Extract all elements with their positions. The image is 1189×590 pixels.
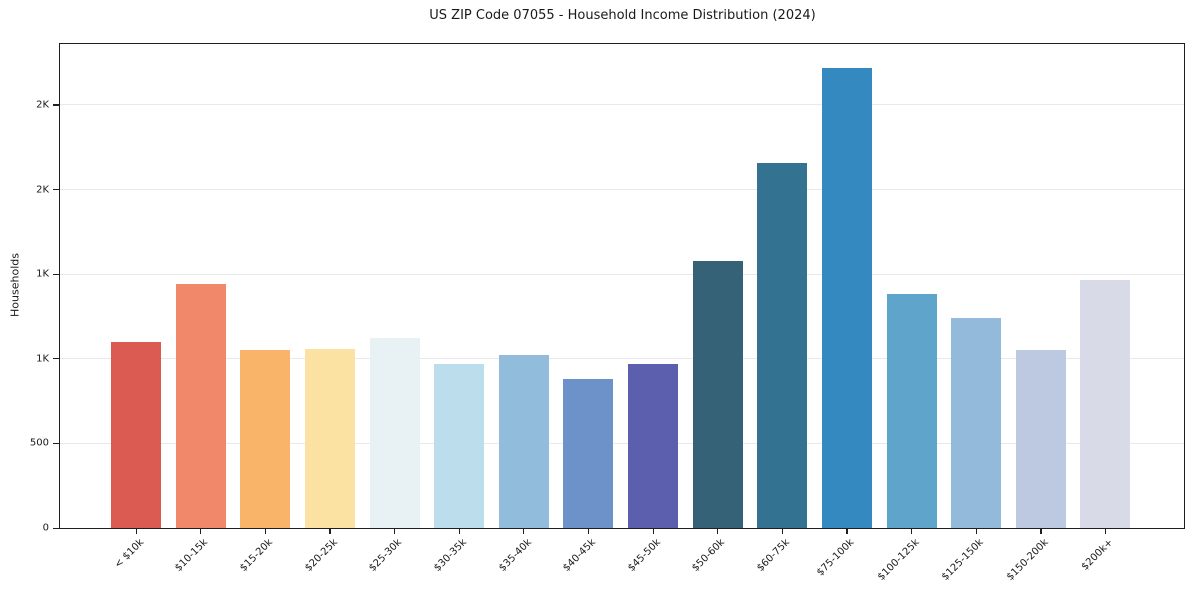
gridline xyxy=(60,358,1184,360)
gridline xyxy=(60,273,1184,275)
bar-9 xyxy=(692,260,743,528)
bar-1 xyxy=(175,284,226,528)
x-tick-mark xyxy=(911,528,913,534)
bar-6 xyxy=(498,354,549,528)
x-tick-label-text: < $10k xyxy=(112,537,146,571)
bar-5 xyxy=(434,363,485,528)
y-tick-label-text: 1K xyxy=(36,268,49,280)
bar-15 xyxy=(1080,280,1131,528)
bar-14 xyxy=(1015,350,1066,528)
y-tick-mark xyxy=(53,273,59,275)
x-tick-label-text: $15-20k xyxy=(238,537,276,574)
x-tick-label-text: $60-75k xyxy=(755,537,793,574)
x-tick-label-text: $30-35k xyxy=(431,537,469,574)
bar-4 xyxy=(369,337,420,528)
x-tick-mark xyxy=(264,528,266,534)
x-tick-mark xyxy=(587,528,590,534)
y-axis-label-text: Households xyxy=(8,253,22,317)
y-tick-label-text: 0 xyxy=(42,522,49,534)
x-tick-label-text: $200k+ xyxy=(1079,537,1116,573)
gridline xyxy=(60,189,1184,191)
y-tick-mark xyxy=(53,442,59,445)
y-tick-mark xyxy=(53,358,59,360)
gridline xyxy=(60,442,1184,444)
x-tick-mark xyxy=(846,528,848,534)
x-tick-mark xyxy=(458,528,460,534)
x-tick-mark xyxy=(329,528,331,534)
y-tick-label-text: 2K xyxy=(36,184,49,196)
x-tick-label-text: $125-150k xyxy=(940,537,986,583)
bar-13 xyxy=(951,318,1002,528)
y-tick-label-text: 2K xyxy=(36,99,49,111)
x-tick-mark xyxy=(1104,528,1107,534)
bar-8 xyxy=(628,363,679,528)
x-tick-mark xyxy=(394,528,396,534)
bar-0 xyxy=(111,341,161,528)
x-tick-label-text: $45-50k xyxy=(625,537,663,574)
x-tick-mark xyxy=(523,528,525,534)
x-tick-mark xyxy=(717,528,719,534)
bar-7 xyxy=(563,379,614,528)
y-tick-label-text: 500 xyxy=(29,437,49,449)
y-tick-label-text: 1K xyxy=(36,353,49,365)
bar-3 xyxy=(304,349,355,528)
x-tick-label-text: $40-45k xyxy=(561,537,599,574)
bar-2 xyxy=(240,350,291,528)
y-tick-mark xyxy=(53,189,59,191)
x-tick-label-text: $100-125k xyxy=(875,537,922,583)
x-tick-label-text: $35-40k xyxy=(496,537,534,574)
bar-10 xyxy=(757,163,808,528)
x-tick-label-text: $25-30k xyxy=(367,537,405,574)
bar-12 xyxy=(886,293,937,528)
x-tick-mark xyxy=(200,528,202,534)
x-tick-label-text: $75-100k xyxy=(815,537,857,579)
plot-area: 0 500 1K 1K 2K 2K < $10k $10-15k $15-20k $20-25k $… xyxy=(30,43,1185,583)
chart-title: US ZIP Code 07055 - Household Income Dis… xyxy=(429,8,816,23)
x-tick-mark xyxy=(135,528,137,534)
x-tick-mark xyxy=(781,528,783,534)
x-tick-mark xyxy=(975,528,977,534)
x-tick-mark xyxy=(652,528,654,534)
x-tick-label-text: $50-60k xyxy=(690,537,728,574)
bar-11 xyxy=(821,67,872,528)
x-tick-mark xyxy=(1040,528,1042,534)
x-tick-label-text: $10-15k xyxy=(173,537,211,574)
gridline xyxy=(60,104,1184,106)
x-tick-label-text: $150-200k xyxy=(1004,537,1051,583)
x-tick-label-text: $20-25k xyxy=(302,537,340,574)
y-tick-mark xyxy=(53,104,59,106)
y-tick-mark xyxy=(53,527,59,529)
